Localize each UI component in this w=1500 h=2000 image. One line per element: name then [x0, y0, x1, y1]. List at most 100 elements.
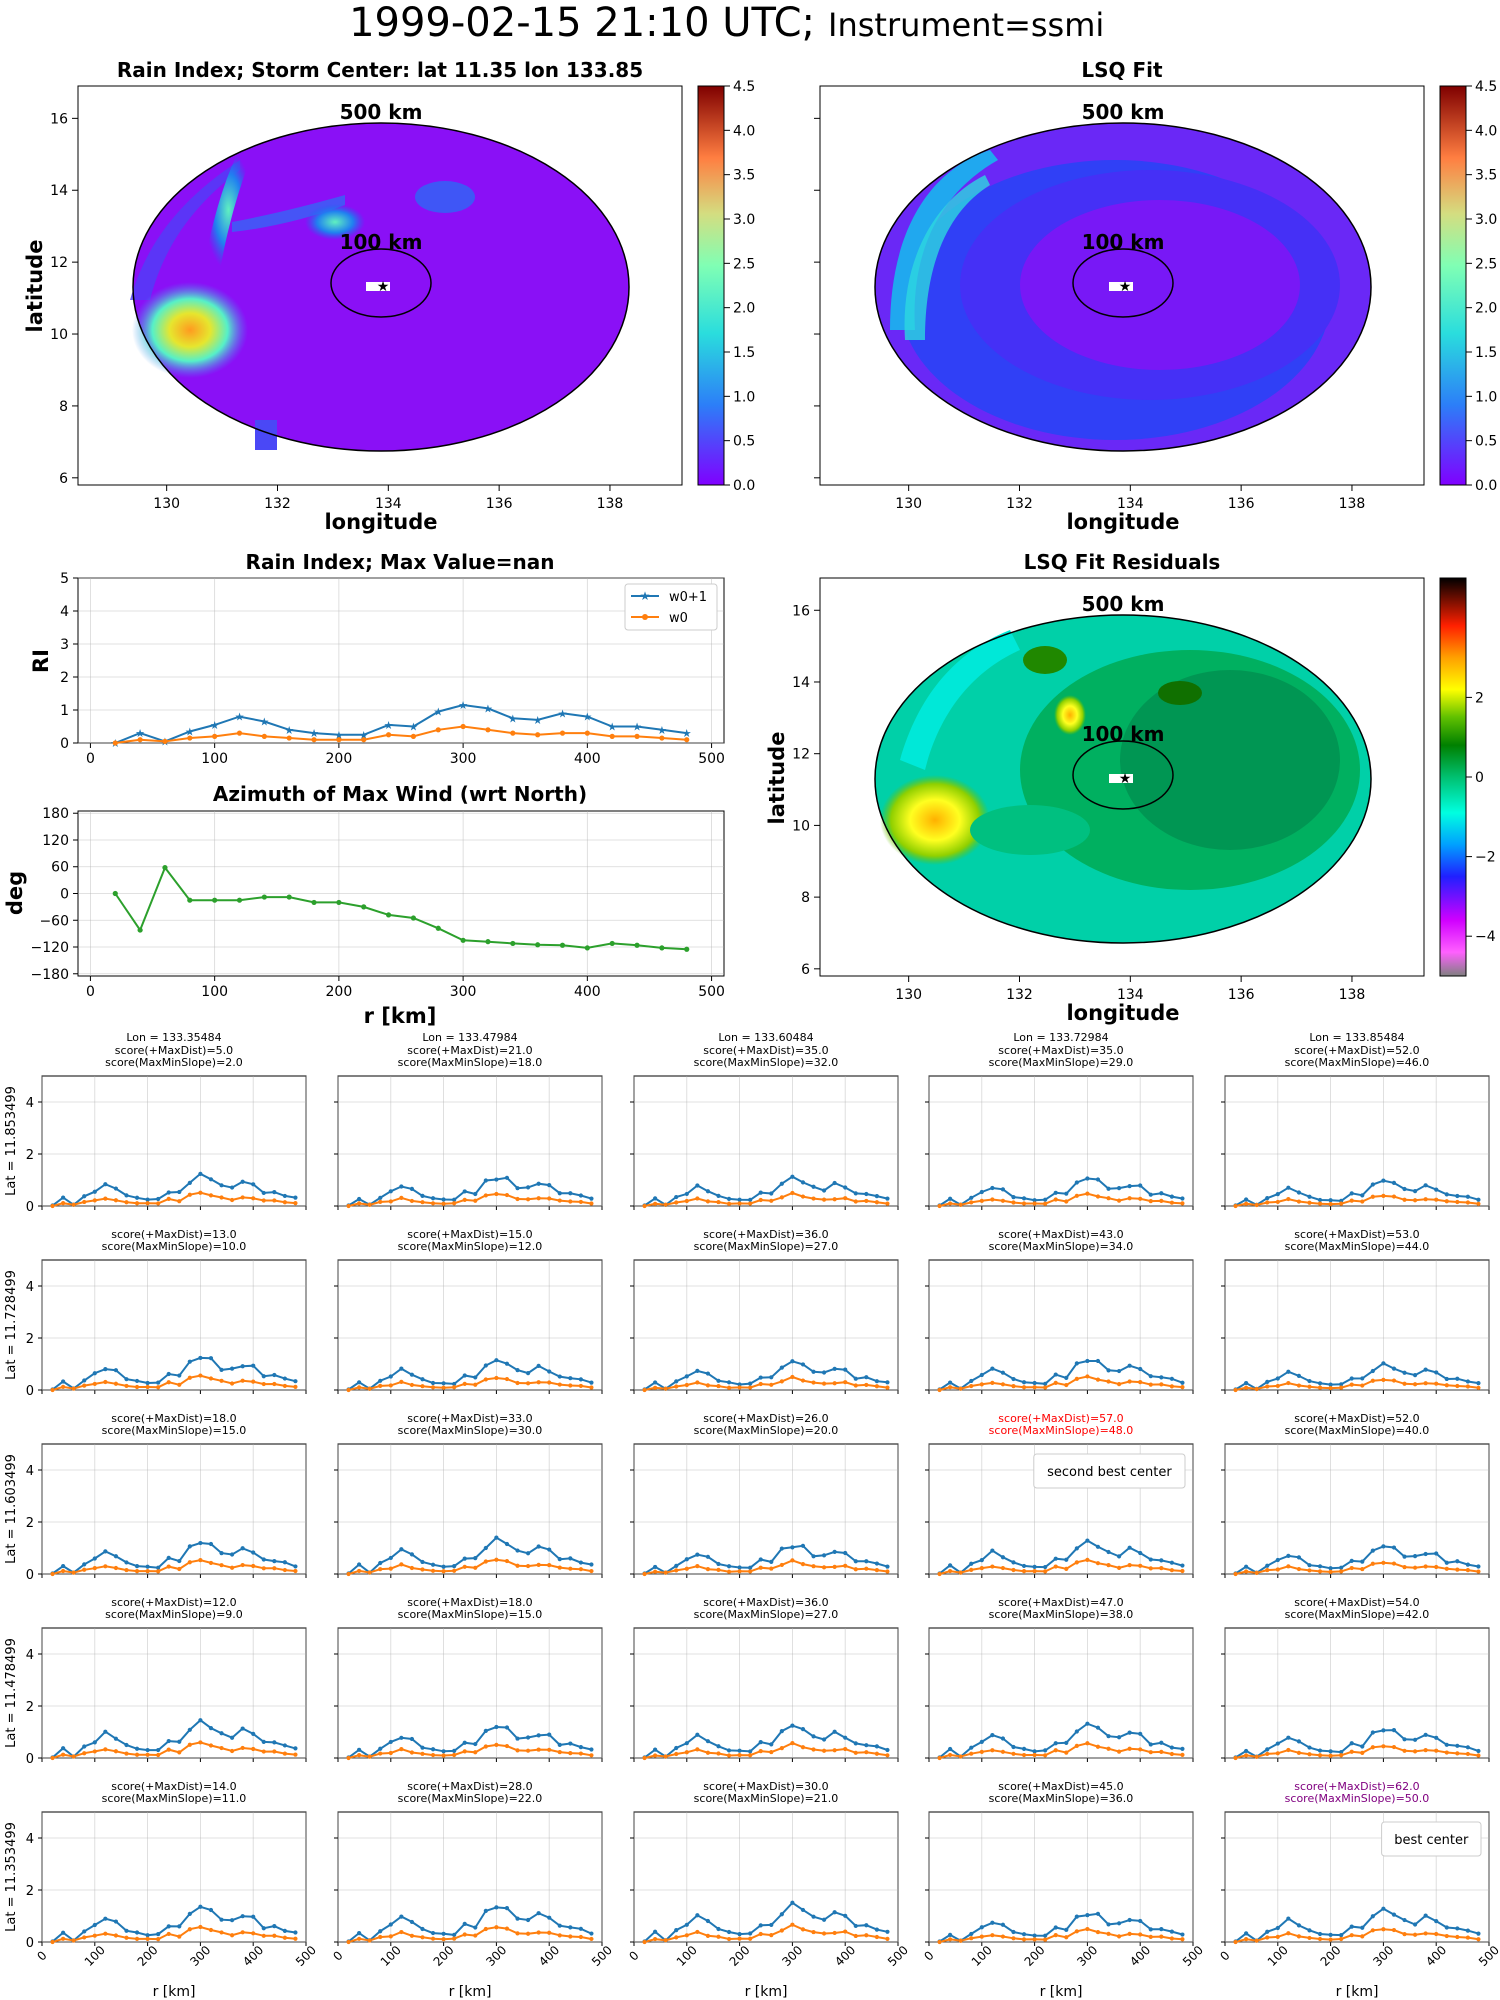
w0-series-point: [208, 1193, 214, 1198]
w0p1-series-point: [1011, 1560, 1016, 1565]
colorbar-tick-label: 0.0: [733, 478, 755, 494]
w0-series-point: [420, 1567, 425, 1572]
w0-series-point: [843, 1929, 848, 1934]
score-panel: Lon = 133.85484score(+MaxDist)=52.0score…: [1221, 1031, 1490, 1210]
w0p1-series-point: ★: [458, 699, 468, 712]
w0p1-series-point: [885, 1380, 890, 1385]
w0p1-series-point: [1095, 1544, 1101, 1549]
w0p1-series-point: [113, 1186, 119, 1191]
score-maxdist-label: score(+MaxDist)=54.0: [1294, 1596, 1419, 1609]
w0p1-series-point: [1138, 1550, 1143, 1556]
xtick-label: 100: [82, 1943, 108, 1969]
rain-index-map-ylabel: latitude: [23, 240, 47, 333]
w0-series-point: [282, 1751, 287, 1756]
w0p1-series-point: [557, 1742, 562, 1747]
residuals-colorbar-ticks: 20−2−4: [1466, 690, 1496, 945]
w0-series-point: [1476, 1569, 1481, 1574]
score-maxminslope-label: score(MaxMinSlope)=12.0: [398, 1240, 543, 1253]
w0-series-point: [473, 1750, 478, 1755]
lsq-fit-colorbar: [1439, 85, 1467, 486]
w0-series-point: [177, 1750, 182, 1755]
w0-series-point: [1412, 1198, 1418, 1203]
w0-series-point: [568, 1566, 573, 1571]
w0p1-series-point: [1317, 1931, 1323, 1937]
w0-series-point: [578, 1567, 583, 1572]
w0p1-series-point: [1328, 1932, 1333, 1937]
w0-series-point: [990, 1380, 995, 1385]
w0-series-point: [452, 1568, 457, 1573]
w0-series-point: [1434, 1564, 1439, 1570]
w0p1-series-point: [589, 1931, 594, 1936]
w0-series-point: [748, 1569, 753, 1574]
w0p1-series-point: [800, 1907, 806, 1913]
w0-series-point: [885, 1385, 890, 1390]
w0-series-point: [441, 1569, 446, 1574]
w0-series-point: [272, 1198, 277, 1203]
w0p1-series-point: [515, 1736, 520, 1741]
w0-series-point: [1275, 1383, 1280, 1389]
w0-series-point: [1254, 1754, 1259, 1759]
xtick-label: 400: [574, 751, 601, 767]
w0-series-point: [547, 1930, 552, 1935]
score-panel-frame: [633, 1811, 899, 1943]
w0-series-point: [568, 1750, 573, 1756]
w0p1-series-point: [1317, 1564, 1323, 1569]
w0-series-point: [1116, 1934, 1122, 1939]
w0-series-point: [515, 1380, 520, 1386]
w0p1-series-point: [578, 1926, 583, 1931]
xtick-label: 500: [1476, 1943, 1500, 1969]
w0p1-series-point: [272, 1372, 277, 1378]
w0p1-series-point: [1391, 1728, 1397, 1733]
w0p1-series-point: [1148, 1742, 1153, 1747]
w0p1-series-point: [758, 1923, 763, 1928]
w0p1-series-point: [1116, 1185, 1122, 1191]
w0-series-point: [1127, 1196, 1132, 1201]
w0p1-series-point: [1455, 1193, 1460, 1199]
w0-series-point: [1434, 1748, 1439, 1753]
w0p1-series-point: [1095, 1725, 1101, 1730]
w0-series-point: [92, 1933, 97, 1938]
w0p1-series-point: [832, 1366, 837, 1371]
w0-series-point: [430, 1568, 436, 1573]
w0-series-point: [1328, 1201, 1333, 1207]
w0p1-series-point: [1349, 1924, 1354, 1929]
w0p1-series-point: [1138, 1366, 1143, 1372]
map-xtick-label: 136: [1228, 987, 1255, 1003]
w0-series-point: [1391, 1194, 1397, 1199]
w0-series-point: [162, 738, 168, 744]
row-lat-label: Lat = 11.353499: [4, 1822, 19, 1932]
w0-series-point: [1106, 1196, 1111, 1201]
w0p1-series-point: [1444, 1560, 1449, 1565]
ytick-label: 0: [26, 1936, 34, 1951]
w0p1-series-point: [653, 1747, 658, 1752]
w0-series-point: [156, 1201, 161, 1206]
score-maxminslope-label: score(MaxMinSlope)=22.0: [398, 1792, 543, 1805]
w0-series-point: [1391, 1927, 1397, 1933]
w0-series-point: [1370, 1194, 1375, 1199]
w0p1-series-point: [1159, 1927, 1164, 1932]
w0p1-series-point: [684, 1191, 689, 1197]
column-lon-label: Lon = 133.85484: [1309, 1031, 1404, 1044]
w0p1-series-point: [800, 1362, 806, 1367]
w0p1-series-point: [124, 1193, 129, 1198]
score-maxdist-label: score(+MaxDist)=28.0: [407, 1780, 532, 1793]
w0p1-series-point: [378, 1195, 383, 1200]
lsq-fit-map-field: [875, 123, 1371, 451]
w0p1-series-point: [737, 1932, 742, 1937]
w0p1-series-point: [452, 1564, 457, 1569]
w0-series-point: [525, 1197, 531, 1202]
w0p1-series-point: [494, 1905, 499, 1910]
w0p1-series-point: [1360, 1376, 1365, 1381]
w0p1-series-point: [1370, 1548, 1375, 1553]
rain-index-profile-frame: [77, 577, 725, 744]
map-xtick-label: 136: [1228, 496, 1255, 512]
w0p1-series-point: [441, 1931, 446, 1936]
w0-series-point: [547, 1196, 552, 1201]
w0p1-series-point: [399, 1735, 404, 1740]
w0-series-point: [208, 1927, 214, 1933]
w0-series-point: [1021, 1201, 1027, 1206]
w0-series-point: [378, 1751, 383, 1756]
w0-series-point: [71, 1570, 76, 1575]
w0-series-point: [1381, 1193, 1386, 1198]
column-lon-label: Lon = 133.35484: [126, 1031, 221, 1044]
